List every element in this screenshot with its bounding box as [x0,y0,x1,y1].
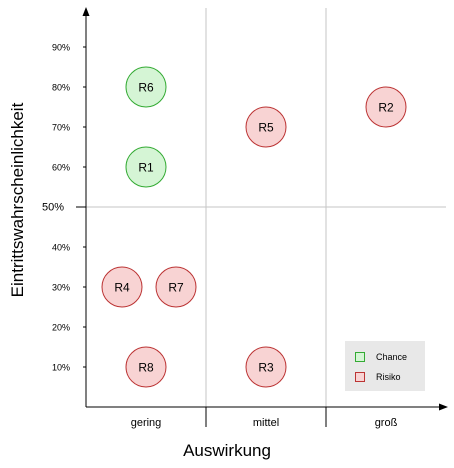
x-tick-label: gering [131,417,162,429]
x-axis-arrow [439,403,448,411]
marker-label-r3: R3 [258,361,274,375]
legend-label-chance: Chance [376,352,408,362]
marker-label-r7: R7 [168,281,184,295]
marker-r3 [245,346,287,388]
marker-label-r8: R8 [138,361,154,375]
legend-item-risiko: Risiko [355,370,401,384]
marker-r4 [101,266,143,308]
y-tick-label: 30% [52,283,70,293]
y-axis-title: Eintrittswahrscheinlichkeit [8,102,27,298]
marker-r2 [365,86,407,128]
marker-label-r5: R5 [258,121,274,135]
marker-r7 [155,266,197,308]
legend-item-chance: Chance [355,350,407,364]
y-tick-label: 90% [52,43,70,53]
y-tick-label: 20% [52,323,70,333]
marker-r5 [245,106,287,148]
y-tick-label: 60% [52,163,70,173]
x-axis-title: Auswirkung [183,441,271,460]
y-axis-arrow [82,7,90,16]
y-tick-label: 70% [52,123,70,133]
marker-r6 [125,66,167,108]
marker-label-r2: R2 [378,101,394,115]
marker-r8 [125,346,167,388]
marker-label-r4: R4 [114,281,130,295]
y-tick-label: 50% [42,202,64,214]
marker-label-r6: R6 [138,81,154,95]
y-tick-label: 80% [52,83,70,93]
x-tick-label: mittel [253,417,279,429]
legend-label-risiko: Risiko [376,372,401,382]
legend-swatch-chance [355,352,365,362]
marker-r1 [125,146,167,188]
legend-swatch-risiko [355,372,365,382]
y-tick-label: 40% [52,243,70,253]
marker-label-r1: R1 [138,161,154,175]
x-tick-label: groß [375,417,398,429]
legend: Chance Risiko [345,341,425,391]
y-tick-label: 10% [52,363,70,373]
